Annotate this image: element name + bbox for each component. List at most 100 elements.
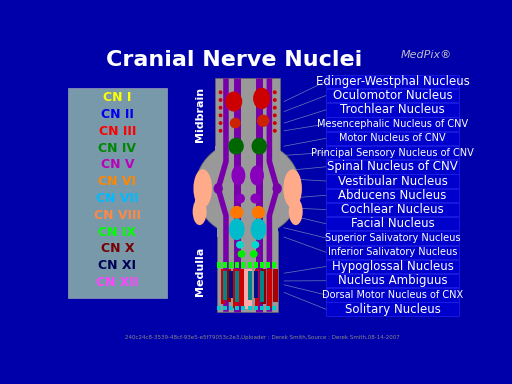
Ellipse shape	[219, 90, 223, 94]
Bar	[260, 262, 264, 268]
Bar	[233, 270, 238, 308]
Bar	[326, 103, 459, 116]
Ellipse shape	[273, 98, 277, 102]
Ellipse shape	[194, 169, 212, 208]
Text: Vestibular Nucleus: Vestibular Nucleus	[337, 174, 447, 187]
Text: Edinger-Westphal Nucleus: Edinger-Westphal Nucleus	[316, 75, 470, 88]
Bar	[215, 78, 280, 150]
Ellipse shape	[229, 218, 245, 240]
Bar	[326, 288, 459, 302]
Ellipse shape	[283, 169, 302, 208]
Text: CN XI: CN XI	[98, 259, 137, 272]
Ellipse shape	[251, 138, 267, 155]
Ellipse shape	[289, 198, 303, 225]
Ellipse shape	[230, 118, 241, 129]
Bar	[217, 306, 221, 310]
Text: CN VI: CN VI	[98, 175, 137, 188]
Bar	[266, 306, 270, 310]
Bar	[326, 160, 459, 174]
Bar	[326, 89, 459, 102]
Ellipse shape	[230, 206, 243, 219]
Bar	[273, 270, 278, 302]
Bar	[215, 146, 280, 162]
Ellipse shape	[231, 166, 245, 185]
Bar	[326, 245, 459, 259]
Text: Dorsal Motor Nucleus of CNX: Dorsal Motor Nucleus of CNX	[322, 290, 463, 300]
Text: Solitary Nucleus: Solitary Nucleus	[345, 303, 440, 316]
Text: Motor Nucleus of CNV: Motor Nucleus of CNV	[339, 133, 446, 143]
Bar	[223, 271, 227, 300]
Bar	[254, 262, 258, 268]
Bar	[248, 306, 251, 310]
Ellipse shape	[250, 194, 261, 204]
Bar	[326, 217, 459, 230]
Ellipse shape	[219, 113, 223, 117]
Ellipse shape	[235, 194, 245, 204]
Ellipse shape	[193, 198, 207, 225]
Bar	[326, 231, 459, 245]
Bar	[326, 146, 459, 159]
Text: Mesencephalic Nucleus of CNV: Mesencephalic Nucleus of CNV	[317, 119, 468, 129]
Ellipse shape	[253, 88, 270, 109]
Bar	[326, 203, 459, 216]
Bar	[242, 306, 245, 310]
Text: CN II: CN II	[101, 108, 134, 121]
Ellipse shape	[236, 241, 244, 248]
Bar	[223, 262, 227, 268]
Bar	[248, 262, 251, 268]
Bar	[254, 306, 258, 310]
Ellipse shape	[272, 183, 282, 194]
Bar	[236, 306, 239, 310]
Text: Cochlear Nucleus: Cochlear Nucleus	[341, 203, 444, 216]
Ellipse shape	[225, 91, 242, 111]
Text: MedPix®: MedPix®	[400, 50, 452, 60]
Text: CN V: CN V	[101, 159, 134, 171]
Text: Cranial Nerve Nuclei: Cranial Nerve Nuclei	[106, 50, 362, 70]
Bar	[326, 189, 459, 202]
Ellipse shape	[250, 250, 258, 258]
Bar	[272, 262, 276, 268]
Text: Facial Nucleus: Facial Nucleus	[351, 217, 435, 230]
Bar	[267, 270, 272, 308]
Bar	[223, 306, 227, 310]
Text: Nucleus Ambiguus: Nucleus Ambiguus	[338, 274, 447, 287]
Bar	[218, 225, 278, 237]
Text: Abducens Nucleus: Abducens Nucleus	[338, 189, 447, 202]
Ellipse shape	[219, 98, 223, 102]
Ellipse shape	[273, 113, 277, 117]
Text: CN VII: CN VII	[96, 192, 139, 205]
Bar	[229, 262, 233, 268]
Text: Principal Sensory Nucleus of CNV: Principal Sensory Nucleus of CNV	[311, 147, 474, 157]
Text: CN IX: CN IX	[98, 226, 137, 239]
Bar	[244, 270, 251, 310]
Bar	[260, 271, 264, 302]
Bar	[326, 174, 459, 188]
Text: CN IV: CN IV	[98, 142, 137, 155]
Bar	[326, 303, 459, 316]
Text: Oculomotor Nucleus: Oculomotor Nucleus	[333, 89, 453, 102]
Ellipse shape	[195, 140, 301, 237]
Text: CN X: CN X	[101, 242, 134, 255]
Text: Midbrain: Midbrain	[195, 87, 205, 142]
Ellipse shape	[252, 206, 265, 219]
Bar	[326, 274, 459, 288]
Bar	[326, 132, 459, 145]
Bar	[242, 262, 245, 268]
Ellipse shape	[273, 121, 277, 125]
Text: CN XII: CN XII	[96, 276, 139, 289]
Bar	[261, 270, 266, 304]
Ellipse shape	[273, 90, 277, 94]
Ellipse shape	[238, 250, 245, 258]
Ellipse shape	[219, 129, 223, 133]
Ellipse shape	[214, 183, 223, 194]
Bar	[326, 260, 459, 273]
Bar	[229, 306, 233, 310]
Bar	[326, 74, 459, 88]
Bar	[68, 88, 167, 298]
Bar	[272, 306, 276, 310]
Bar	[221, 270, 225, 304]
Ellipse shape	[257, 114, 269, 127]
Bar	[254, 270, 259, 306]
Bar	[248, 271, 251, 300]
Text: CN III: CN III	[99, 125, 136, 138]
